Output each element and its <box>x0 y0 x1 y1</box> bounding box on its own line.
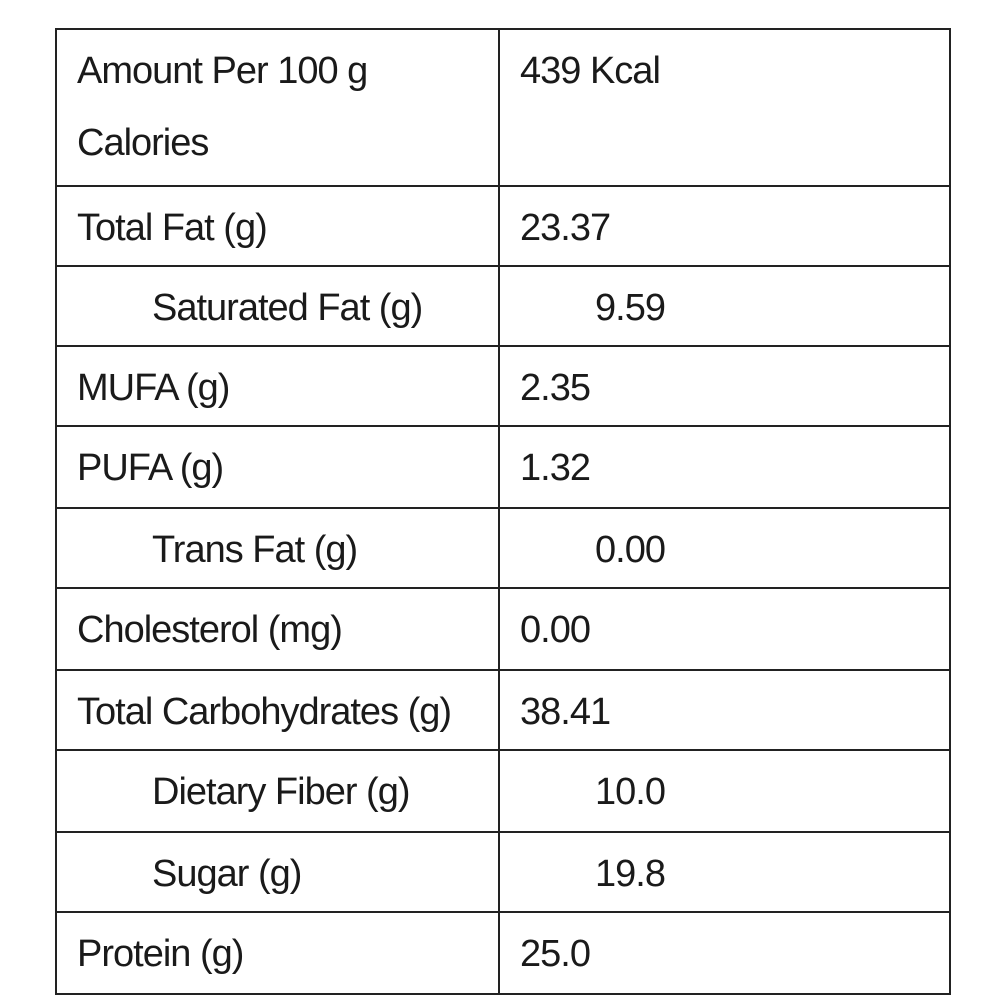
table-row: Total Fat (g) 23.37 <box>55 185 951 267</box>
table-row: Sugar (g) 19.8 <box>55 831 951 913</box>
amount-per-label: Amount Per 100 g <box>77 50 368 92</box>
nutrient-label: Saturated Fat (g) <box>152 287 423 329</box>
table-row: Total Carbohydrates (g) 38.41 <box>55 669 951 751</box>
nutrient-label: Sugar (g) <box>152 853 302 895</box>
table-row: Cholesterol (mg) 0.00 <box>55 587 951 671</box>
label-cell: Total Carbohydrates (g) <box>55 669 500 751</box>
value-cell: 10.0 <box>498 749 951 833</box>
nutrient-label: PUFA (g) <box>77 447 224 489</box>
nutrient-value: 38.41 <box>520 691 611 733</box>
nutrition-facts-table: Amount Per 100 g Calories 439 Kcal Total… <box>55 28 951 995</box>
value-cell: 25.0 <box>498 911 951 995</box>
table-row: Trans Fat (g) 0.00 <box>55 507 951 589</box>
nutrient-value: 23.37 <box>520 207 611 249</box>
nutrient-label: Protein (g) <box>77 933 244 975</box>
nutrient-label: Total Fat (g) <box>77 207 268 249</box>
nutrient-label: MUFA (g) <box>77 367 230 409</box>
label-cell: Saturated Fat (g) <box>55 265 500 347</box>
value-cell: 9.59 <box>498 265 951 347</box>
nutrient-label: Cholesterol (mg) <box>77 609 343 651</box>
value-cell: 1.32 <box>498 425 951 509</box>
value-cell: 0.00 <box>498 507 951 589</box>
table-row: Protein (g) 25.0 <box>55 911 951 995</box>
nutrient-label: Dietary Fiber (g) <box>152 771 411 813</box>
value-cell: 19.8 <box>498 831 951 913</box>
label-cell: Amount Per 100 g Calories <box>55 28 500 187</box>
calories-label: Calories <box>77 122 209 164</box>
value-cell: 38.41 <box>498 669 951 751</box>
table-row: Dietary Fiber (g) 10.0 <box>55 749 951 833</box>
nutrient-value: 25.0 <box>520 933 591 975</box>
table-row: MUFA (g) 2.35 <box>55 345 951 427</box>
nutrient-label: Total Carbohydrates (g) <box>77 691 452 733</box>
value-cell: 2.35 <box>498 345 951 427</box>
label-cell: Trans Fat (g) <box>55 507 500 589</box>
nutrient-value: 0.00 <box>595 529 666 571</box>
label-cell: Cholesterol (mg) <box>55 587 500 671</box>
nutrient-value: 0.00 <box>520 609 591 651</box>
label-cell: PUFA (g) <box>55 425 500 509</box>
calories-value: 439 Kcal <box>520 50 661 92</box>
nutrient-value: 10.0 <box>595 771 666 813</box>
nutrient-value: 2.35 <box>520 367 591 409</box>
label-cell: Total Fat (g) <box>55 185 500 267</box>
nutrient-label: Trans Fat (g) <box>152 529 358 571</box>
table-row: PUFA (g) 1.32 <box>55 425 951 509</box>
value-cell: 23.37 <box>498 185 951 267</box>
label-cell: MUFA (g) <box>55 345 500 427</box>
nutrient-value: 9.59 <box>595 287 666 329</box>
table-row: Saturated Fat (g) 9.59 <box>55 265 951 347</box>
nutrient-value: 1.32 <box>520 447 591 489</box>
value-cell: 0.00 <box>498 587 951 671</box>
label-cell: Dietary Fiber (g) <box>55 749 500 833</box>
label-cell: Protein (g) <box>55 911 500 995</box>
value-cell: 439 Kcal <box>498 28 951 187</box>
nutrient-value: 19.8 <box>595 853 666 895</box>
label-cell: Sugar (g) <box>55 831 500 913</box>
table-row-calories: Amount Per 100 g Calories 439 Kcal <box>55 28 951 187</box>
